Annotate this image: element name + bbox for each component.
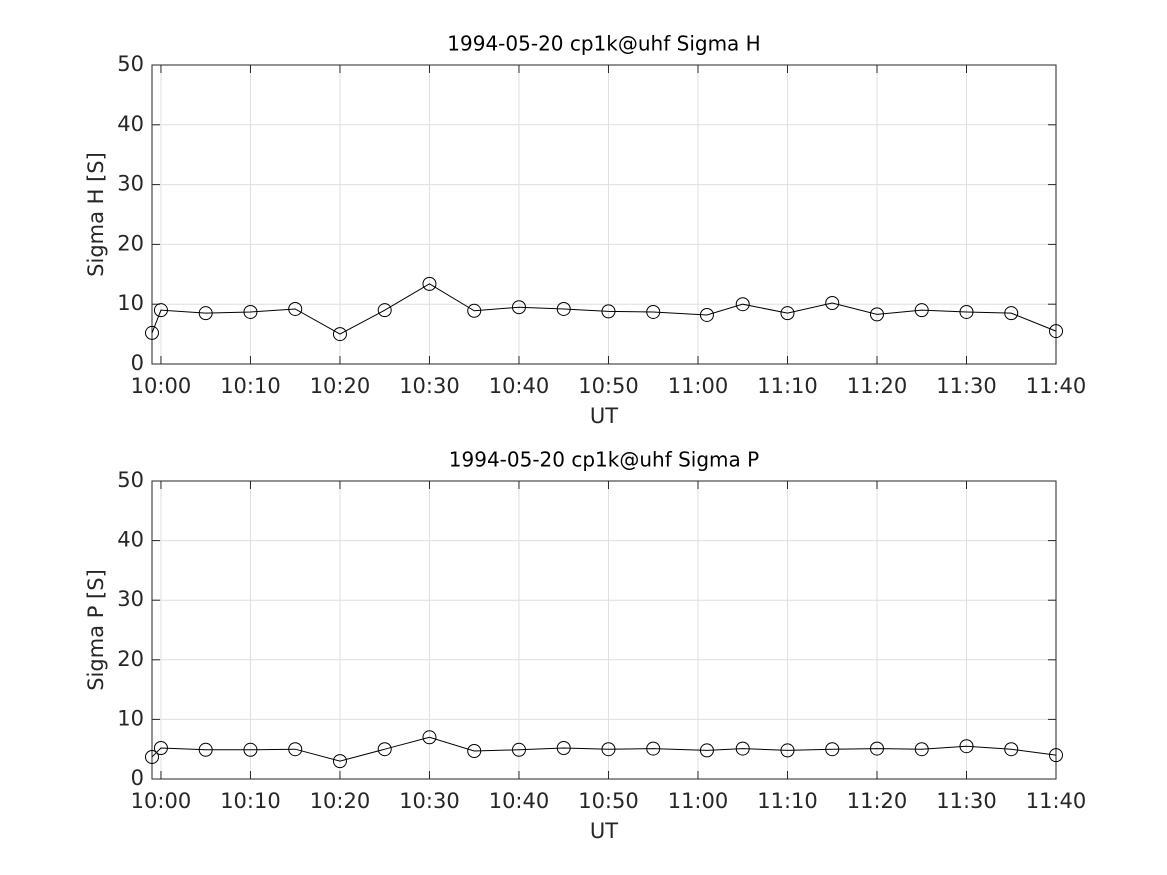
data-point: [914, 742, 929, 757]
x-tick-label: 11:40: [1026, 374, 1087, 398]
x-tick-label: 10:20: [310, 789, 371, 813]
plot-area: [152, 481, 1056, 779]
y-tick-label: 30: [117, 172, 144, 196]
x-tick-label: 11:20: [847, 374, 908, 398]
x-tick-label: 10:40: [489, 789, 550, 813]
data-line: [151, 283, 1057, 335]
data-point: [332, 754, 347, 769]
data-point: [145, 749, 159, 764]
data-point: [735, 741, 750, 756]
axes-box: [151, 480, 1057, 780]
x-tick-label: 11:30: [936, 789, 997, 813]
data-point: [198, 306, 213, 321]
y-tick-label: 50: [117, 468, 144, 492]
x-tick-label: 11:40: [1026, 789, 1087, 813]
data-point: [467, 303, 482, 318]
plot-area: [152, 65, 1056, 364]
x-axis-label: UT: [590, 404, 618, 428]
data-point: [198, 742, 213, 757]
data-point: [153, 741, 168, 756]
y-axis-label: Sigma H [S]: [84, 152, 108, 277]
y-tick-label: 40: [117, 112, 144, 136]
x-tick-label: 10:50: [578, 789, 639, 813]
data-point: [243, 304, 258, 319]
data-point: [377, 742, 392, 757]
y-tick-label: 20: [117, 231, 144, 255]
data-point: [699, 743, 714, 758]
x-tick-label: 10:30: [399, 374, 460, 398]
data-point: [288, 301, 303, 316]
data-point: [735, 297, 750, 312]
data-point: [869, 741, 884, 756]
x-tick-label: 10:30: [399, 789, 460, 813]
data-point: [556, 301, 571, 316]
data-point: [422, 276, 437, 291]
y-tick-label: 0: [131, 351, 144, 375]
data-point: [601, 742, 616, 757]
x-tick-label: 11:00: [668, 789, 729, 813]
x-tick-label: 11:20: [847, 789, 908, 813]
data-point: [556, 741, 571, 756]
data-point: [511, 742, 526, 757]
data-point: [780, 743, 795, 758]
data-point: [959, 304, 974, 319]
x-tick-label: 11:10: [757, 789, 818, 813]
x-tick-label: 10:40: [489, 374, 550, 398]
data-point: [153, 303, 168, 318]
data-point: [699, 307, 714, 322]
data-point: [511, 300, 526, 315]
data-point: [1049, 748, 1063, 763]
y-tick-label: 50: [117, 52, 144, 76]
data-point: [332, 327, 347, 342]
y-tick-label: 0: [131, 766, 144, 790]
chart-title: 1994-05-20 cp1k@uhf Sigma H: [447, 32, 760, 56]
data-point: [243, 742, 258, 757]
x-tick-label: 11:10: [757, 374, 818, 398]
data-point: [646, 304, 661, 319]
data-line: [151, 736, 1057, 762]
axes-box: [151, 64, 1057, 365]
x-tick-label: 10:00: [131, 374, 192, 398]
y-tick-label: 10: [117, 291, 144, 315]
data-point: [646, 741, 661, 756]
y-tick-label: 30: [117, 587, 144, 611]
data-point: [1049, 324, 1063, 339]
x-tick-label: 10:20: [310, 374, 371, 398]
x-tick-label: 11:00: [668, 374, 729, 398]
data-point: [467, 743, 482, 758]
data-point: [288, 742, 303, 757]
x-tick-label: 10:00: [131, 789, 192, 813]
y-tick-label: 10: [117, 706, 144, 730]
data-point: [825, 296, 840, 311]
data-point: [959, 739, 974, 754]
data-point: [1004, 306, 1019, 321]
y-tick-label: 40: [117, 528, 144, 552]
x-tick-label: 10:50: [578, 374, 639, 398]
data-point: [780, 306, 795, 321]
x-axis-label: UT: [590, 819, 618, 843]
data-point: [377, 303, 392, 318]
y-axis-label: Sigma P [S]: [84, 569, 108, 691]
data-point: [422, 730, 437, 745]
x-tick-label: 11:30: [936, 374, 997, 398]
chart-title: 1994-05-20 cp1k@uhf Sigma P: [449, 448, 759, 472]
data-point: [914, 303, 929, 318]
data-point: [145, 325, 159, 340]
y-tick-label: 20: [117, 647, 144, 671]
data-point: [601, 304, 616, 319]
x-tick-label: 10:10: [220, 374, 281, 398]
data-point: [869, 307, 884, 322]
x-tick-label: 10:10: [220, 789, 281, 813]
data-point: [825, 742, 840, 757]
data-point: [1004, 742, 1019, 757]
